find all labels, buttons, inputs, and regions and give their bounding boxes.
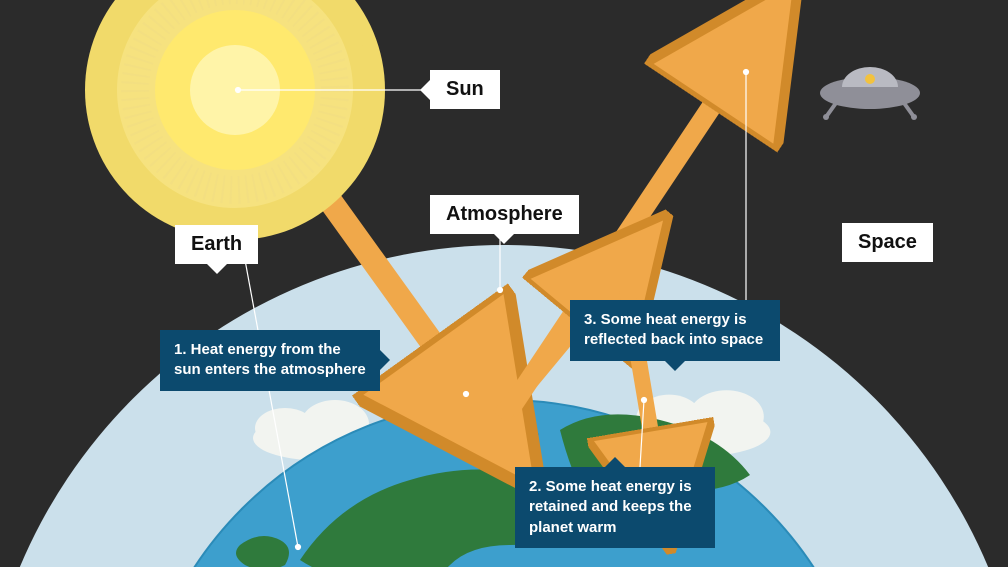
sun-label: Sun [430,70,500,109]
diagram-canvas [0,0,1008,567]
ufo-icon [820,67,920,120]
atmosphere-label: Atmosphere [430,195,579,234]
step3-label: 3. Some heat energy is reflected back in… [570,300,780,361]
step1-label: 1. Heat energy from the sun enters the a… [160,330,380,391]
earth-label: Earth [175,225,258,264]
space-label: Space [842,223,933,262]
step2-label: 2. Some heat energy is retained and keep… [515,467,715,548]
